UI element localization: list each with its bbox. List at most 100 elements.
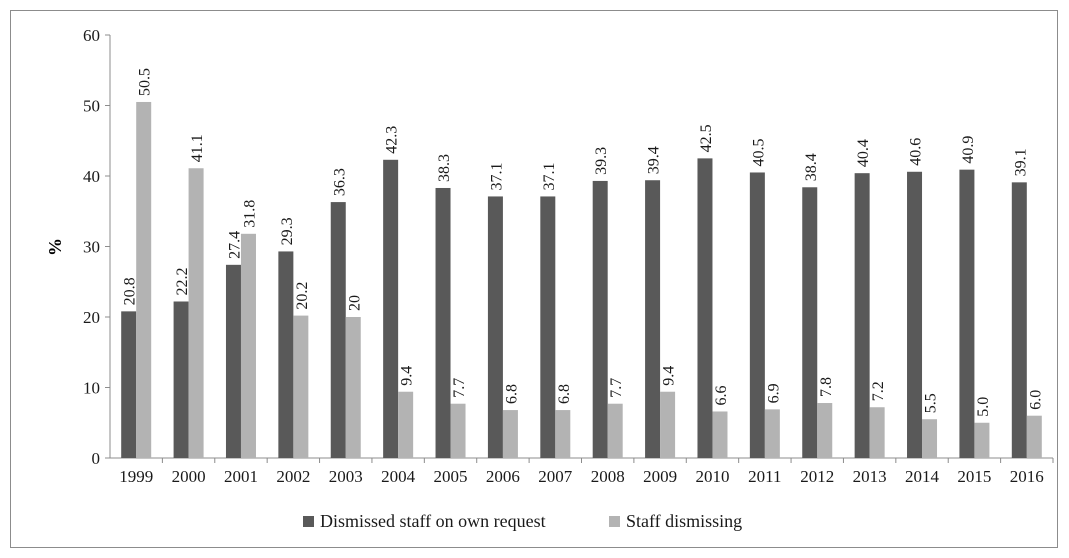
x-tick-label: 2005 (434, 467, 468, 486)
bar-series-1 (487, 196, 503, 458)
data-label: 22.2 (174, 267, 191, 295)
x-tick-label: 2012 (800, 467, 834, 486)
data-label: 31.8 (241, 200, 258, 228)
bar-series-1 (749, 172, 765, 458)
bar-series-1 (697, 158, 713, 458)
x-tick-label: 2013 (853, 467, 887, 486)
bar-series-2 (974, 422, 990, 458)
x-tick-label: 2003 (329, 467, 363, 486)
bar-series-1 (854, 173, 870, 458)
legend-swatch (303, 516, 314, 527)
bar-series-2 (607, 403, 623, 458)
y-tick-label: 50 (83, 97, 100, 116)
data-label: 20.2 (294, 282, 311, 310)
bar-series-2 (712, 411, 728, 458)
data-label: 7.7 (608, 378, 625, 398)
bar-series-1 (383, 159, 399, 458)
data-label: 7.2 (870, 381, 887, 401)
bar-series-2 (660, 391, 676, 458)
x-tick-label: 1999 (119, 467, 153, 486)
data-label: 20.8 (122, 277, 139, 305)
bar-series-2 (450, 403, 466, 458)
data-label: 40.4 (855, 139, 872, 167)
bars (121, 101, 1042, 459)
bar-series-2 (817, 403, 833, 458)
x-tick-label: 2007 (538, 467, 573, 486)
bar-series-2 (188, 168, 204, 458)
bar-series-2 (555, 410, 571, 458)
data-label: 42.5 (698, 124, 715, 152)
data-label: 39.1 (1012, 148, 1029, 176)
data-label: 40.6 (908, 138, 925, 166)
data-label: 6.0 (1027, 390, 1044, 410)
data-label: 38.3 (436, 154, 453, 182)
data-label: 37.1 (541, 162, 558, 190)
x-tick-label: 2016 (1010, 467, 1044, 486)
x-tick-label: 2015 (957, 467, 991, 486)
bar-series-1 (435, 187, 451, 459)
legend: Dismissed staff on own request Staff dism… (303, 511, 742, 531)
bar-series-2 (136, 101, 152, 458)
bar-series-1 (592, 180, 608, 458)
y-tick-label: 10 (83, 379, 100, 398)
bar-series-1 (907, 171, 923, 458)
data-label: 39.3 (593, 147, 610, 175)
legend-label: Dismissed staff on own request (320, 511, 546, 531)
data-label: 42.3 (384, 126, 401, 154)
y-tick-label: 60 (83, 26, 100, 45)
data-label: 27.4 (226, 231, 243, 259)
y-tick-label: 40 (83, 167, 100, 186)
data-label: 41.1 (189, 134, 206, 162)
x-tick-label: 2004 (381, 467, 416, 486)
data-label: 40.5 (750, 138, 767, 166)
bar-series-2 (502, 410, 518, 458)
data-label: 5.5 (923, 393, 940, 413)
data-label: 40.9 (960, 136, 977, 164)
bar-series-1 (959, 169, 975, 458)
data-label: 7.8 (818, 377, 835, 397)
x-tick-label: 2002 (276, 467, 310, 486)
data-label: 50.5 (137, 68, 154, 96)
y-tick-label: 20 (83, 308, 100, 327)
bar-series-1 (540, 196, 556, 458)
x-tick-label: 2011 (748, 467, 781, 486)
data-label: 20 (346, 295, 363, 311)
data-label: 9.4 (399, 366, 416, 386)
data-label: 5.0 (975, 397, 992, 417)
x-tick-label: 2010 (695, 467, 729, 486)
bar-series-1 (225, 264, 241, 458)
data-label: 38.4 (803, 153, 820, 181)
bar-series-1 (1011, 182, 1027, 458)
x-tick-label: 2001 (224, 467, 258, 486)
data-label: 37.1 (488, 162, 505, 190)
legend-swatch (609, 516, 620, 527)
x-tick-label: 2006 (486, 467, 520, 486)
bar-series-1 (802, 187, 818, 458)
y-tick-label: 30 (83, 238, 100, 257)
data-label: 6.6 (713, 385, 730, 405)
bar-series-2 (398, 391, 414, 458)
x-tick-label: 2000 (172, 467, 206, 486)
x-tick-label: 2009 (643, 467, 677, 486)
axes: 0 10 20 30 40 50 60 1999 2000 2001 2002 2003 2004 200… (83, 26, 1054, 486)
bar-series-2 (764, 409, 780, 458)
bar-series-2 (1026, 415, 1042, 458)
data-label: 9.4 (661, 366, 678, 386)
data-label: 7.7 (451, 378, 468, 398)
data-label: 6.8 (503, 384, 520, 404)
data-label: 6.8 (556, 384, 573, 404)
data-label: 29.3 (279, 217, 296, 245)
y-axis-label: % (45, 238, 65, 256)
data-label: 36.3 (331, 168, 348, 196)
legend-label: Staff dismissing (626, 511, 742, 531)
bar-series-2 (240, 233, 256, 458)
y-tick-label: 0 (92, 449, 101, 468)
x-tick-label: 2014 (905, 467, 940, 486)
bar-series-2 (869, 407, 885, 458)
bar-series-1 (121, 311, 137, 458)
bar-series-2 (345, 317, 361, 458)
x-tick-label: 2008 (591, 467, 625, 486)
bar-series-1 (330, 202, 346, 458)
data-label: 39.4 (646, 146, 663, 174)
